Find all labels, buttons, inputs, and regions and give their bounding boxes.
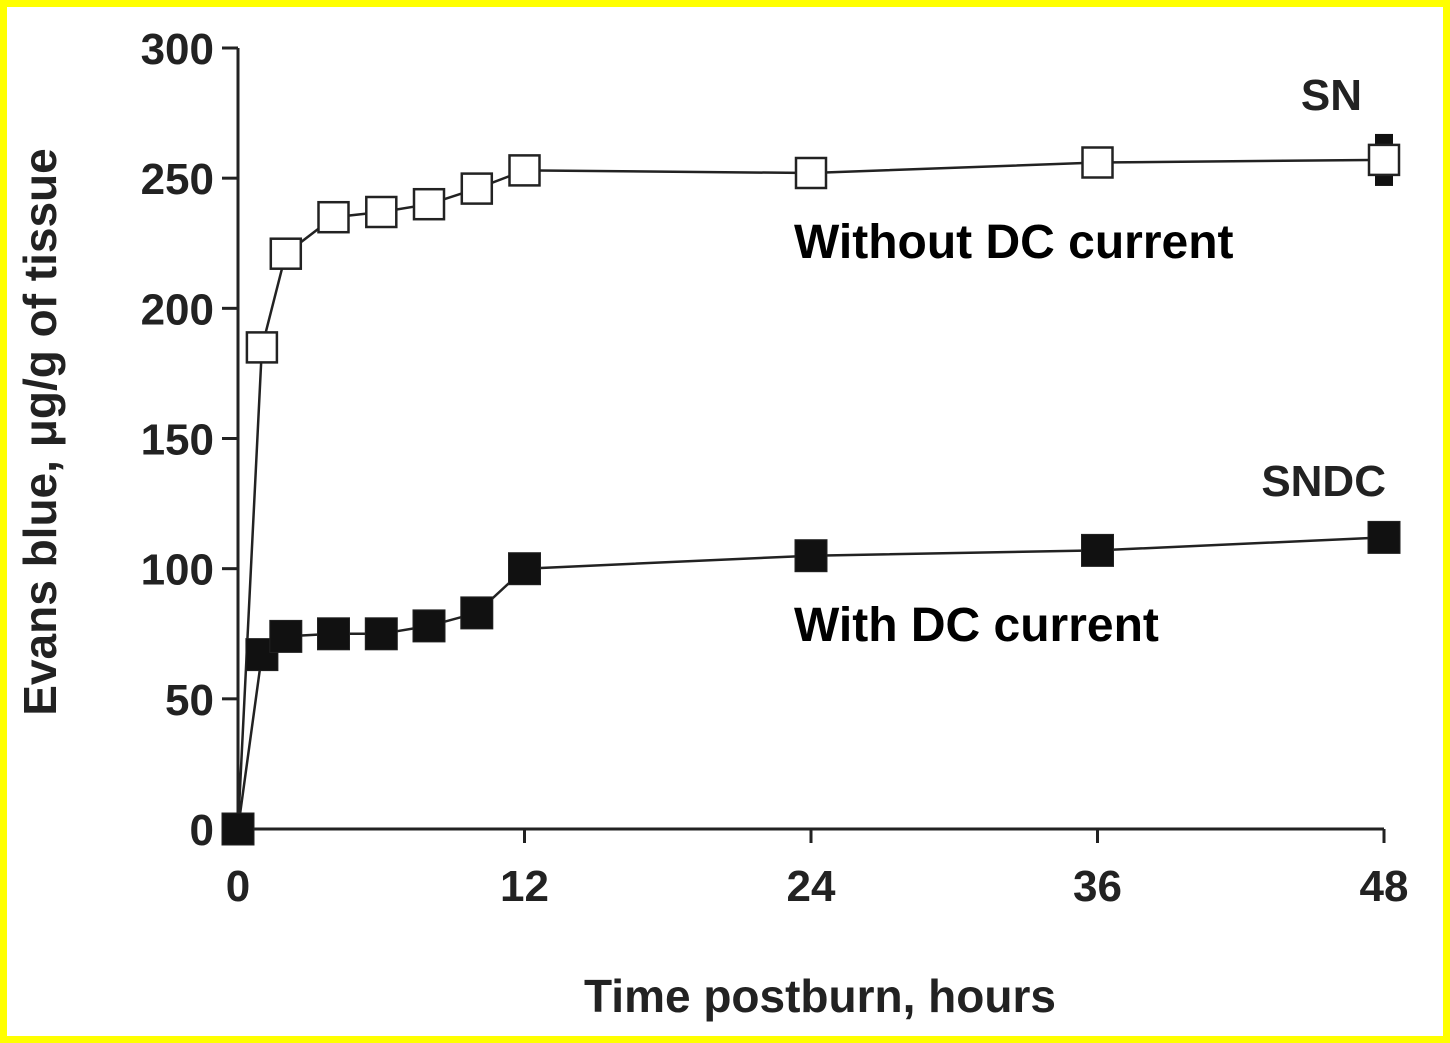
y-tick-label: 150 — [141, 416, 214, 465]
annotation-with-dc: With DC current — [794, 599, 1159, 652]
data-point-sn — [1081, 146, 1114, 179]
data-point-sndc — [508, 552, 541, 586]
data-point-sn — [269, 237, 303, 270]
data-point-sndc — [364, 617, 398, 651]
y-tick-label: 0 — [190, 806, 214, 855]
data-point-sndc — [460, 596, 494, 630]
series-markers — [221, 133, 1401, 846]
data-point-sn — [460, 172, 494, 205]
y-tick-label: 100 — [141, 546, 214, 595]
data-point-sn — [1367, 143, 1401, 177]
annotation-without-dc: Without DC current — [794, 216, 1234, 269]
series-label-sndc: SNDC — [1261, 457, 1386, 506]
y-tick-label: 300 — [141, 25, 214, 74]
data-point-sndc — [317, 617, 350, 651]
data-point-sndc — [221, 812, 255, 846]
data-point-sndc — [1367, 520, 1401, 554]
data-point-sn — [317, 200, 350, 234]
data-point-sndc — [412, 609, 446, 643]
x-tick-label: 24 — [787, 862, 836, 911]
data-point-sndc — [1081, 533, 1114, 567]
y-tick-label: 250 — [141, 155, 214, 204]
chart-labels: Time postburn, hours Evans blue, μg/g of… — [14, 71, 1386, 1022]
y-axis-label: Evans blue, μg/g of tissue — [14, 148, 66, 715]
y-tick-label: 200 — [141, 285, 214, 334]
axis-ticks: 0 50 100 150 200 250 300 0 12 24 36 48 — [141, 25, 1409, 911]
x-tick-label: 0 — [226, 862, 250, 911]
y-tick-label: 50 — [165, 676, 214, 725]
data-point-sn — [794, 156, 828, 190]
x-tick-label: 12 — [500, 862, 549, 911]
data-point-sndc — [794, 539, 828, 573]
data-point-sndc — [269, 619, 303, 653]
series-line-sndc — [236, 536, 1385, 830]
x-tick-label: 48 — [1360, 862, 1409, 911]
data-point-sn — [412, 187, 446, 221]
series-label-sn: SN — [1301, 71, 1362, 120]
data-point-sn — [245, 331, 279, 364]
data-point-sn — [508, 154, 541, 187]
data-point-sn — [365, 195, 398, 229]
x-tick-label: 36 — [1073, 862, 1122, 911]
x-axis-label: Time postburn, hours — [584, 970, 1056, 1022]
